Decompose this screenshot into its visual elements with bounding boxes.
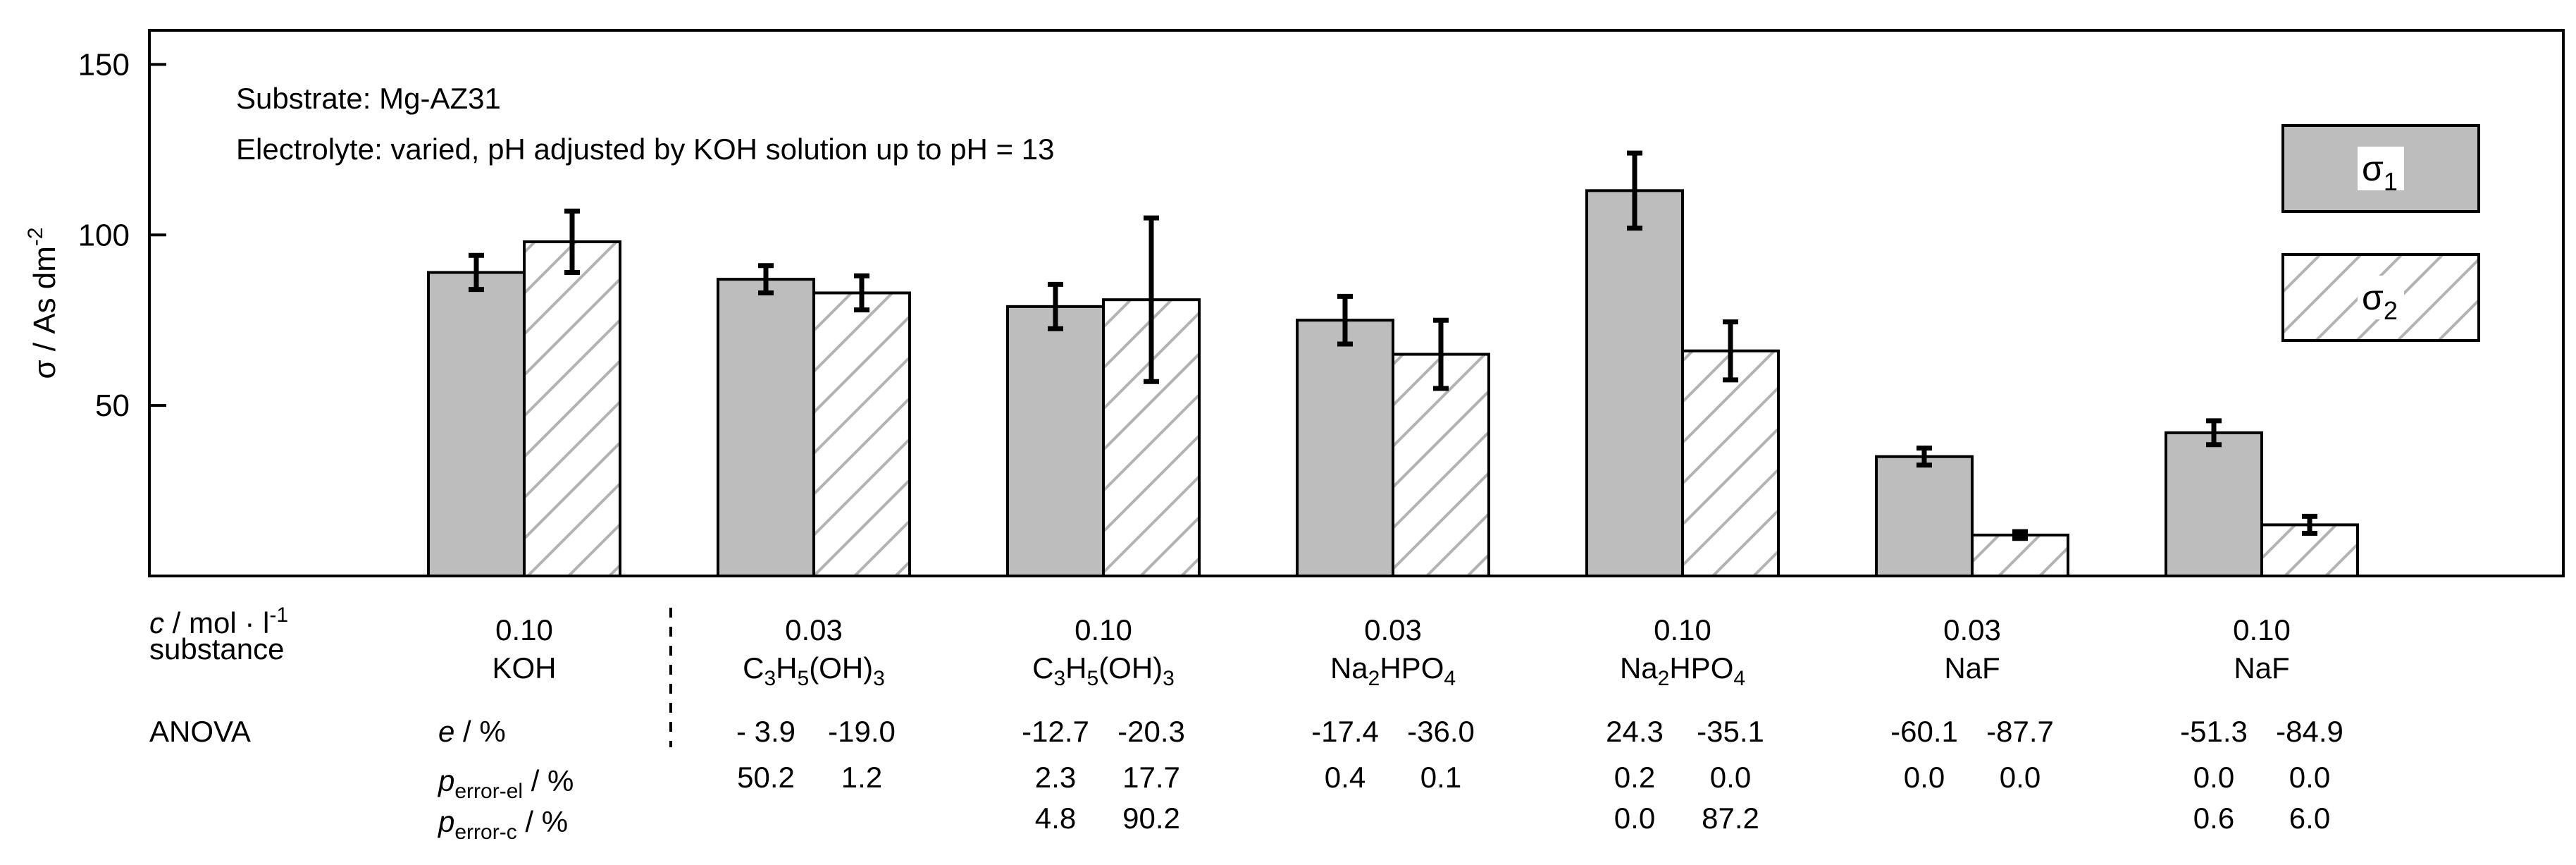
category-substance: Na2HPO4 [1620,651,1745,690]
electrolyte-annotation: Electrolyte: varied, pH adjusted by KOH … [236,133,1054,166]
p-error-el-value: 0.0 [2289,761,2330,794]
anova-e-value: -36.0 [1407,715,1475,748]
category-concentration: 0.10 [1075,613,1132,646]
sigma1-bar [427,271,526,577]
category-concentration: 0.03 [1943,613,2001,646]
anova-e-value: -12.7 [1022,715,1089,748]
e-row-label: e / % [438,715,506,748]
p-error-el-value: 1.2 [841,761,882,794]
sigma2-bar [812,291,911,577]
p-error-el-value: 0.0 [1710,761,1751,794]
p-error-c-value: 0.0 [1614,802,1655,835]
category-concentration: 0.10 [1654,613,1711,646]
y-axis-title: σ / As dm-2 [24,227,62,379]
anova-label: ANOVA [149,715,251,748]
anova-e-value: - 3.9 [736,715,795,748]
category-concentration: 0.10 [2233,613,2291,646]
p-error-el-value: 0.0 [1904,761,1945,794]
category-concentration: 0.03 [785,613,843,646]
sigma2-bar [1392,352,1490,577]
y-tick-label: 100 [78,218,130,252]
legend-label-background [2358,276,2404,319]
p-error-el-value: 17.7 [1122,761,1180,794]
y-axis-title-text: σ / As dm [27,246,62,379]
y-axis: 50 100 150 [78,47,166,423]
sigma1-bar [2165,431,2263,578]
p-error-c-value: 6.0 [2289,802,2330,835]
conc-row-label: c / mol · l-1 [149,603,288,639]
p-error-el-value: 0.1 [1420,761,1461,794]
y-tick-label: 150 [78,47,130,82]
bars [427,150,2359,578]
sigma2-bar [1681,349,1780,577]
p-error-el-value: 2.3 [1035,761,1076,794]
substrate-annotation: Substrate: Mg-AZ31 [236,82,501,115]
sigma2-bar [1971,533,2069,578]
substance-row-label: substance [149,632,284,665]
sigma1-bar [1585,189,1684,577]
p-error-el-value: 0.4 [1325,761,1366,794]
legend-label-sigma2: σ2 [2362,278,2398,325]
p-error-c-row-label: perror-c / % [437,805,568,844]
sigma2-bar [523,240,621,577]
p-error-el-value: 0.0 [2000,761,2041,794]
legend-label-sigma1: σ1 [2362,149,2398,196]
category-substance: KOH [492,651,556,685]
category-substance: C3H5(OH)3 [743,651,885,690]
category-substance: NaF [2234,651,2289,685]
sigma1-bar [1296,319,1394,577]
category-substance: Na2HPO4 [1330,651,1456,690]
category-concentration: 0.03 [1364,613,1422,646]
sigma1-bar [717,278,815,577]
legend-label-background [2358,147,2404,190]
category-concentration: 0.10 [495,613,553,646]
p-error-el-row-label: perror-el / % [437,764,574,803]
sigma1-bar [1875,455,1974,577]
anova-e-value: -17.4 [1311,715,1379,748]
anova-e-value: -20.3 [1117,715,1185,748]
p-error-el-value: 0.0 [2193,761,2234,794]
anova-e-value: -60.1 [1890,715,1958,748]
anova-e-value: -51.3 [2180,715,2248,748]
p-error-el-value: 50.2 [737,761,795,794]
anova-e-value: -84.9 [2276,715,2343,748]
p-error-c-value: 4.8 [1035,802,1076,835]
p-error-c-value: 87.2 [1702,802,1759,835]
anova-e-value: -35.1 [1697,715,1764,748]
y-tick-label: 50 [95,388,130,423]
p-error-c-value: 0.6 [2193,802,2234,835]
anova-e-value: 24.3 [1606,715,1664,748]
sigma2-bar [2260,523,2359,577]
anova-e-value: -19.0 [828,715,896,748]
anova-e-value: -87.7 [1986,715,2054,748]
legend: σ1 σ2 [2281,124,2480,342]
sigma1-bar [1006,305,1105,577]
y-axis-title-sup: -2 [24,227,47,246]
category-substance: C3H5(OH)3 [1032,651,1175,690]
p-error-el-value: 0.2 [1614,761,1655,794]
category-substance: NaF [1944,651,2000,685]
p-error-c-value: 90.2 [1122,802,1180,835]
